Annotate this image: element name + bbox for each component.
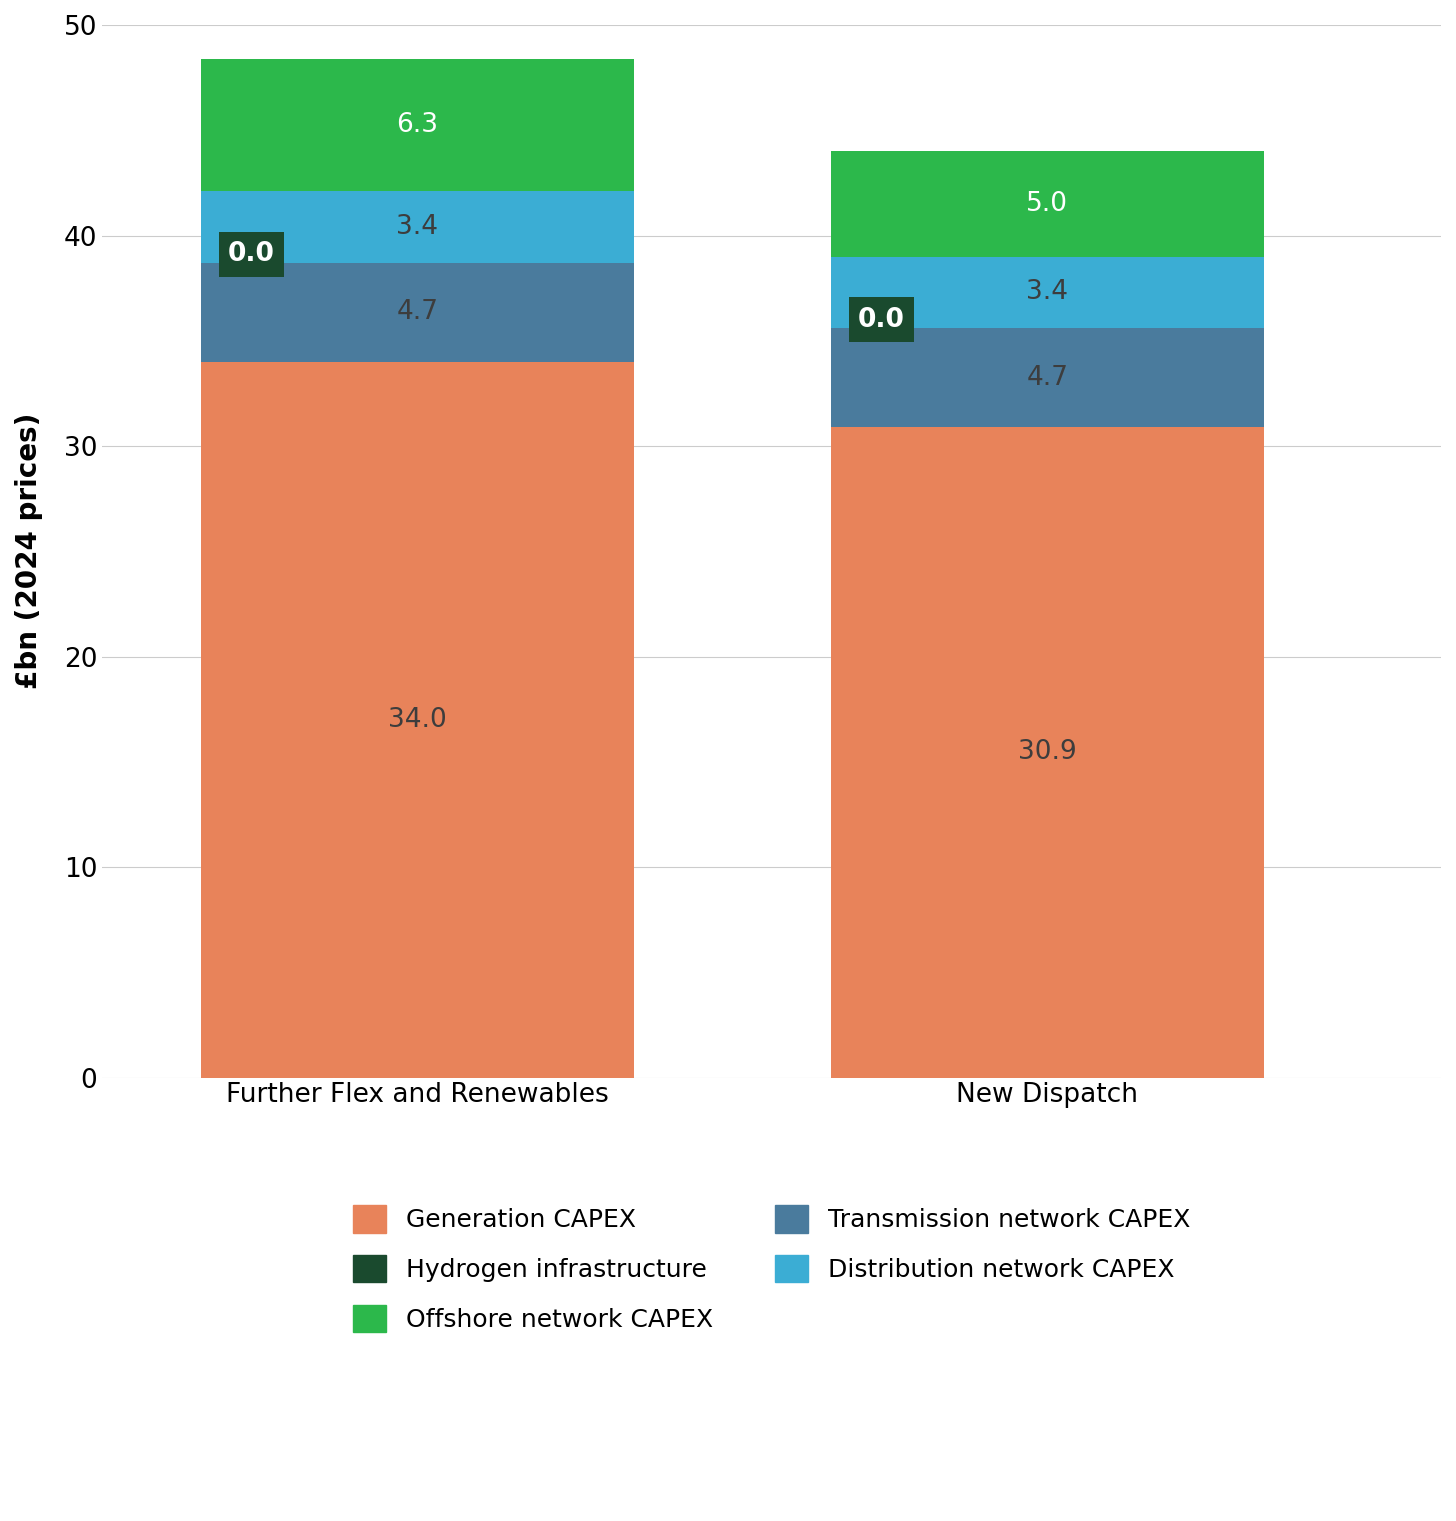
Bar <box>201 192 633 263</box>
Text: 4.7: 4.7 <box>1026 365 1069 391</box>
Text: 3.4: 3.4 <box>1026 280 1069 306</box>
Legend: Generation CAPEX, Hydrogen infrastructure, Offshore network CAPEX, Transmission : Generation CAPEX, Hydrogen infrastructur… <box>344 1196 1200 1342</box>
Text: 5.0: 5.0 <box>1026 192 1069 218</box>
Bar <box>831 151 1264 257</box>
Text: 0.0: 0.0 <box>229 242 275 268</box>
Bar <box>201 263 633 362</box>
Text: 6.3: 6.3 <box>396 113 438 138</box>
Text: 0.0: 0.0 <box>858 307 906 333</box>
Text: 3.4: 3.4 <box>396 214 438 240</box>
Bar <box>201 362 633 1077</box>
Y-axis label: £bn (2024 prices): £bn (2024 prices) <box>15 414 44 689</box>
Bar <box>831 329 1264 427</box>
Text: 34.0: 34.0 <box>387 707 447 733</box>
Text: 30.9: 30.9 <box>1018 739 1076 765</box>
Bar <box>831 427 1264 1077</box>
Bar <box>831 257 1264 329</box>
Bar <box>201 59 633 192</box>
Text: 4.7: 4.7 <box>396 300 438 325</box>
